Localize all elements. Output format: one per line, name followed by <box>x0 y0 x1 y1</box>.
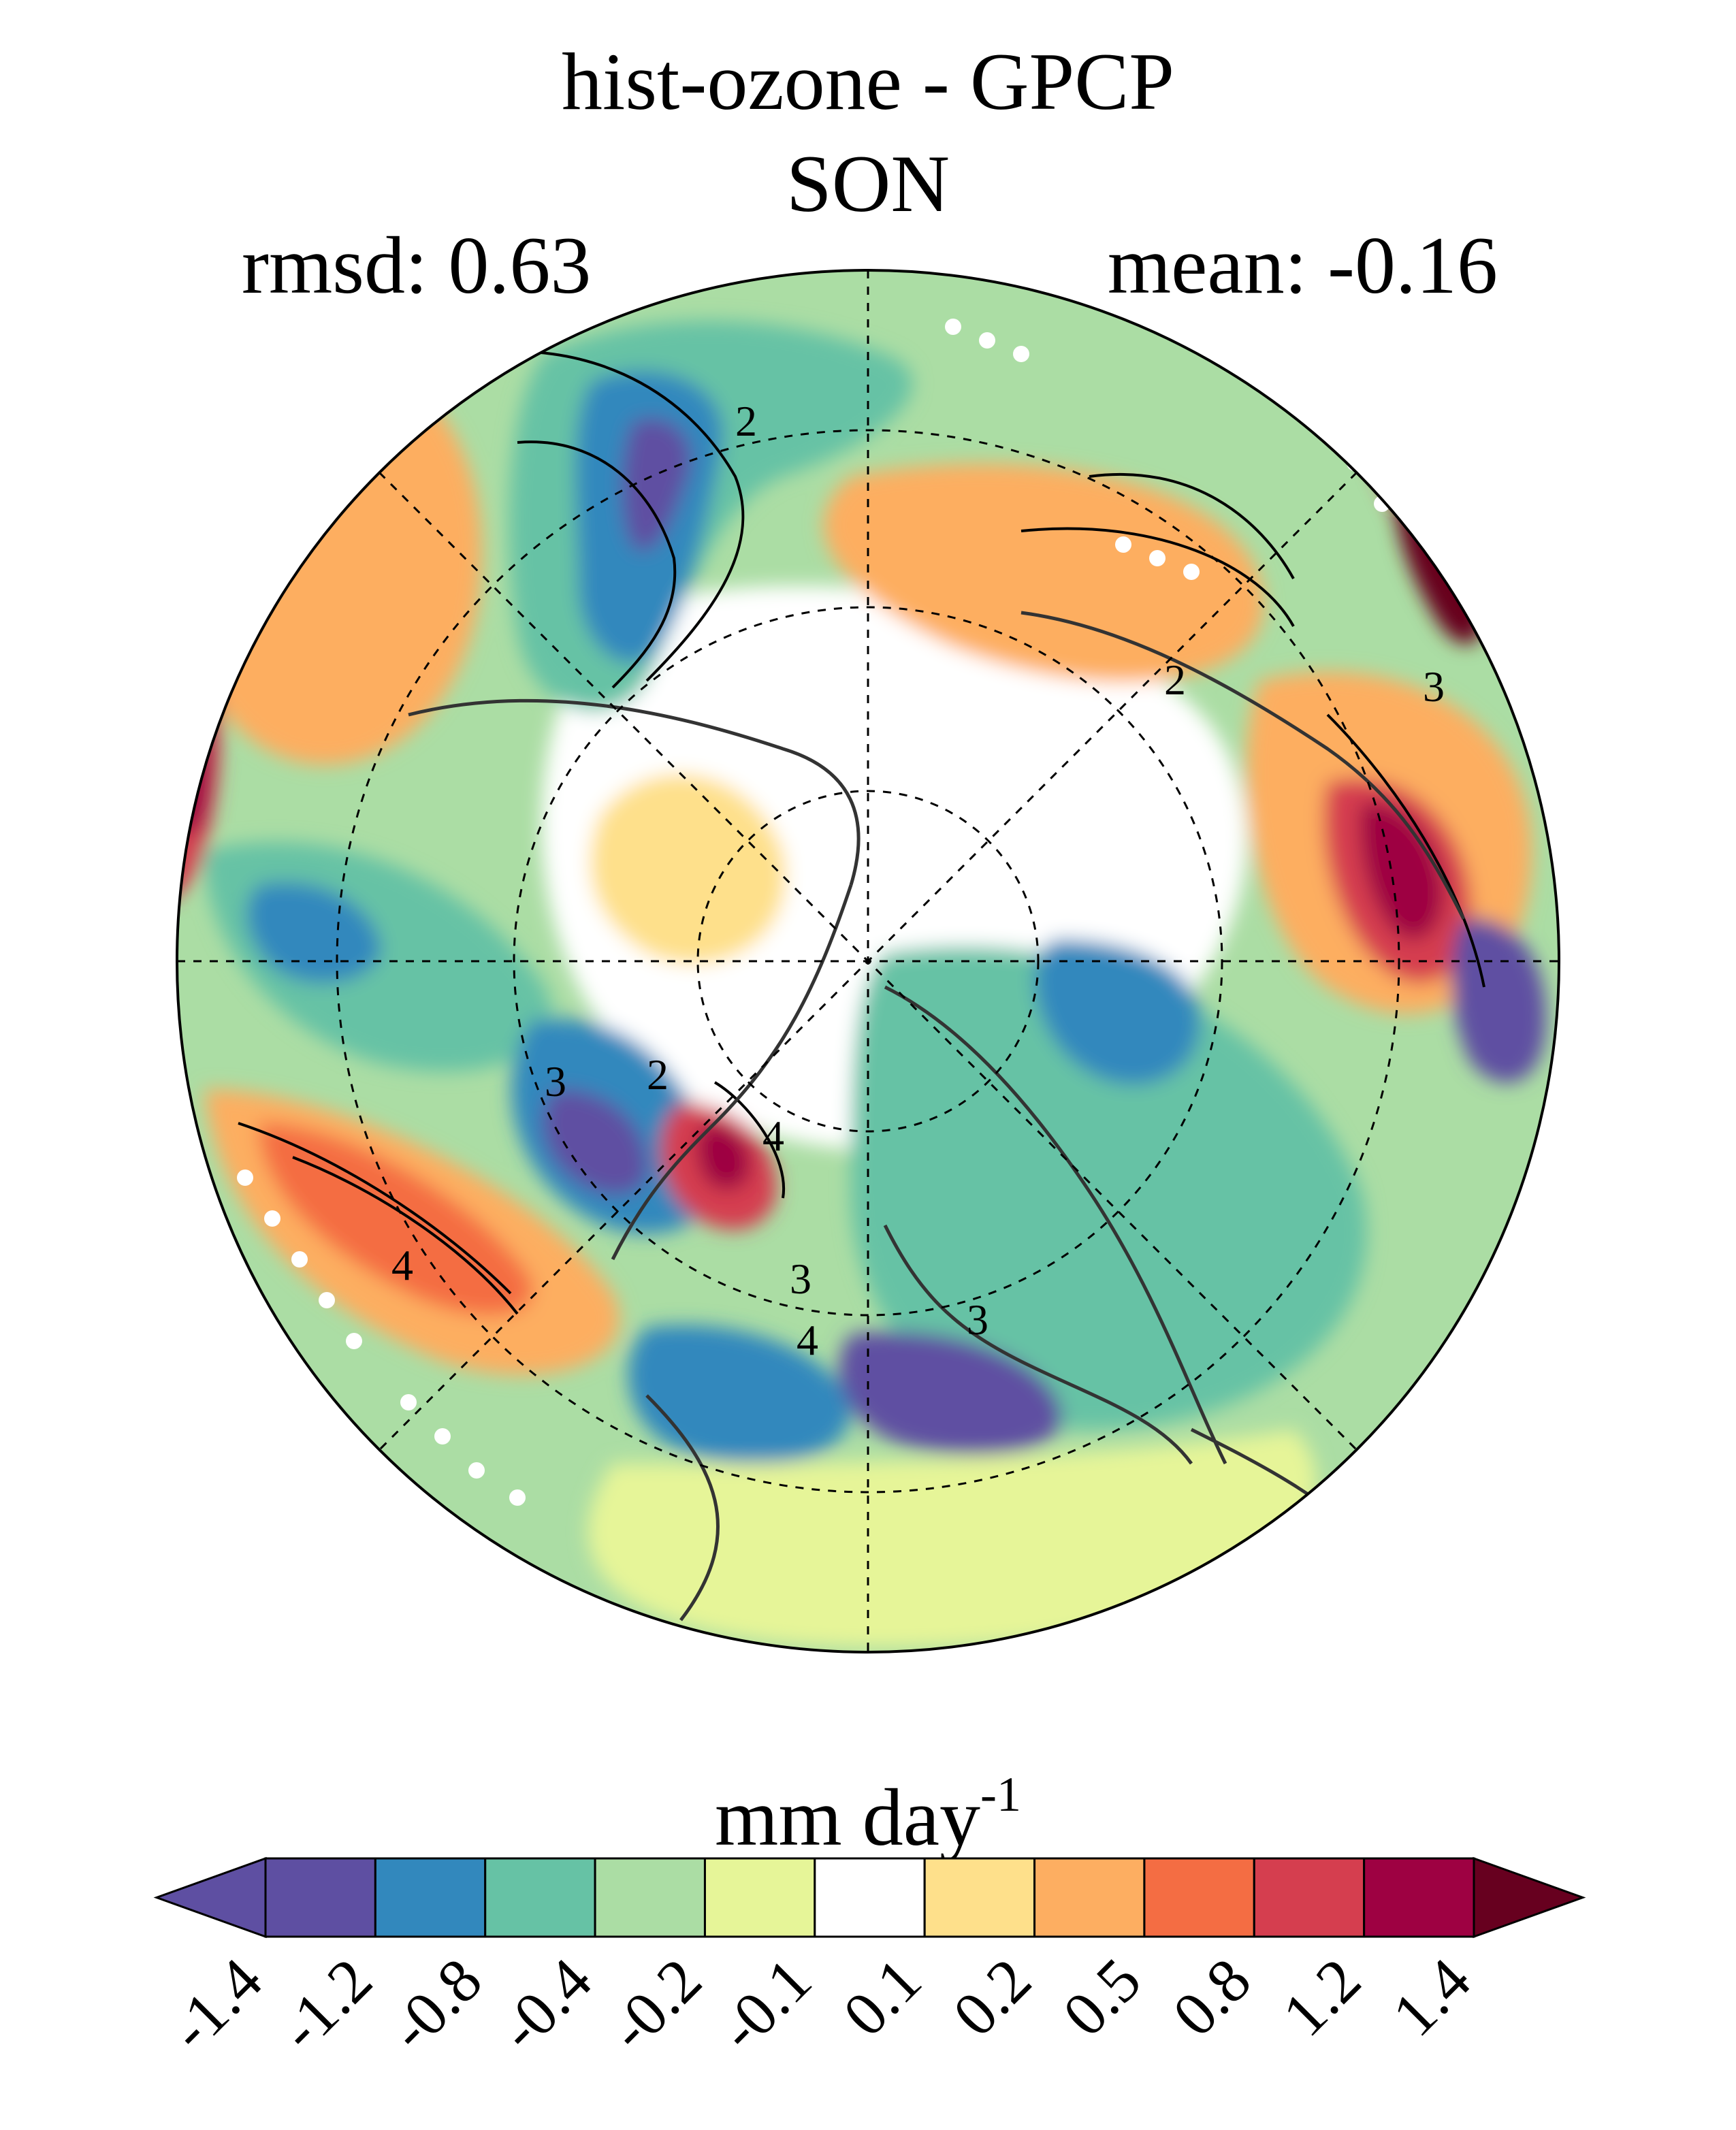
region-blue-west <box>246 882 381 984</box>
colorbar-tick-label: 0.2 <box>939 1945 1044 2049</box>
region-purple-east-asia <box>543 1089 648 1195</box>
colorbar-tick-label: -0.2 <box>595 1945 714 2064</box>
contour-label: 4 <box>797 1316 818 1364</box>
region-yellow-north <box>590 773 786 965</box>
polar-map: 2 2 3 3 4 4 2 3 4 3 <box>176 269 1560 1653</box>
colorbar-cell <box>703 1857 816 1938</box>
colorbar-cell <box>814 1857 926 1938</box>
contour-label: 2 <box>1164 656 1186 704</box>
colorbar-cell <box>1033 1857 1146 1938</box>
colorbar-tick-label: 0.5 <box>1050 1945 1154 2049</box>
colorbar-tick-label: 0.1 <box>830 1945 934 2049</box>
contour-label: 3 <box>790 1255 811 1303</box>
region-purple-atlantic-east <box>1451 918 1547 1083</box>
colorbar-cell <box>923 1857 1036 1938</box>
region-blue-north-africa <box>628 1325 851 1464</box>
contour-label: 3 <box>1423 662 1445 711</box>
colorbar-tick-label: -0.8 <box>376 1945 495 2064</box>
colorbar-tick-label: -1.4 <box>156 1945 275 2064</box>
colorbar-tick-label: 0.8 <box>1159 1945 1264 2049</box>
colorbar-cell <box>484 1857 596 1938</box>
colorbar-tick-label: 1.4 <box>1379 1945 1483 2049</box>
colorbar-extend-high <box>1473 1856 1586 1939</box>
colorbar-cell <box>1143 1857 1255 1938</box>
map-boundary <box>176 269 1560 1653</box>
region-purple-atlantic <box>622 418 691 551</box>
colorbar-cell <box>1253 1857 1366 1938</box>
colorbar-tick-label: -0.1 <box>705 1945 824 2064</box>
contour-lines <box>238 350 1485 1315</box>
colorbar-extend-low <box>153 1856 267 1939</box>
season-label: SON <box>786 138 950 229</box>
colorbar-cell <box>264 1857 376 1938</box>
precip-field: 2 2 3 3 4 4 2 3 4 3 <box>177 270 1559 1652</box>
region-crimson-west-edge <box>177 681 211 834</box>
region-orange-atlantic-west <box>177 334 482 765</box>
contour-label: 4 <box>762 1112 784 1160</box>
region-teal-europe <box>851 946 1367 1430</box>
map-title: hist-ozone - GPCP <box>562 36 1174 127</box>
colorbar-cell <box>594 1857 706 1938</box>
colorbar-cell <box>374 1857 487 1938</box>
graticule <box>177 270 1559 1652</box>
region-purple-med <box>839 1332 1062 1455</box>
region-blue-europe <box>1035 939 1201 1085</box>
contour-label: 3 <box>545 1057 566 1106</box>
colorbar-tick-label: -1.2 <box>266 1945 385 2064</box>
rmsd-label: rmsd: 0.63 <box>242 220 592 310</box>
colorbar-tick-label: -0.4 <box>485 1945 605 2064</box>
colorbar-tick-label: 1.2 <box>1269 1945 1373 2049</box>
mean-label: mean: -0.16 <box>1107 220 1498 310</box>
contour-label: 3 <box>967 1295 988 1344</box>
colorbar: -1.4-1.2-0.8-0.4-0.2-0.1 0.1 0.2 0.5 0.8 1.2 1… <box>153 1856 1586 2064</box>
colorbar-cell <box>1363 1857 1475 1938</box>
contour-label: 2 <box>735 397 757 445</box>
contour-label: 2 <box>647 1050 669 1099</box>
units-label: mm day-1 <box>715 1767 1021 1862</box>
region-orange-pacific-north <box>823 464 1264 683</box>
contour-label: 4 <box>391 1241 413 1289</box>
region-crimson-tibet <box>696 1123 751 1191</box>
